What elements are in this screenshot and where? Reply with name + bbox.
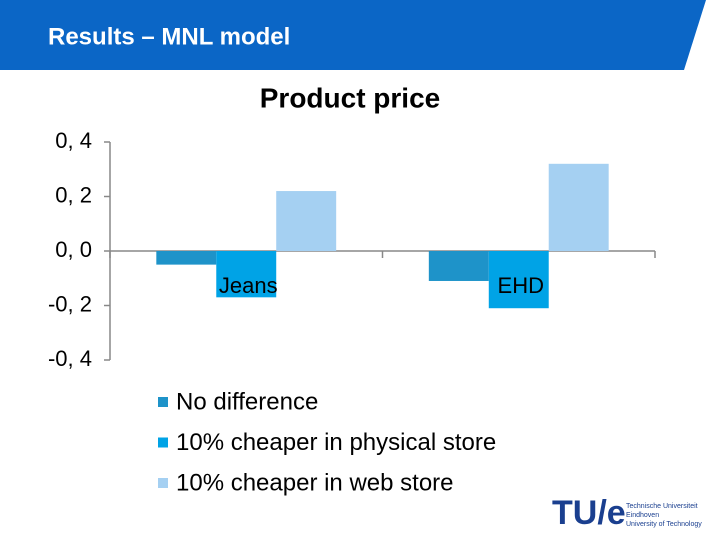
x-tick-label: Jeans <box>219 273 278 298</box>
bar <box>428 251 489 281</box>
bar <box>548 163 609 251</box>
bar <box>216 251 277 298</box>
bar <box>276 191 337 251</box>
legend-label: 10% cheaper in physical store <box>176 429 496 456</box>
logo-text: Eindhoven <box>626 512 659 519</box>
y-tick-label: -0, 4 <box>48 346 92 371</box>
x-tick-label: EHD <box>498 273 544 298</box>
slide-title: Results – MNL model <box>48 23 290 50</box>
logo-mark: TU/e <box>552 494 626 532</box>
logo-text: Technische Universiteit <box>626 503 698 510</box>
header-band <box>0 0 706 70</box>
logo-text: University of Technology <box>626 521 702 528</box>
y-tick-label: 0, 2 <box>55 182 92 207</box>
y-tick-label: 0, 0 <box>55 237 92 262</box>
legend-swatch <box>158 478 168 488</box>
legend-label: No difference <box>176 388 318 415</box>
chart-title: Product price <box>260 82 440 113</box>
bar <box>156 251 217 265</box>
y-tick-label: -0, 2 <box>48 291 92 316</box>
bar <box>488 251 549 309</box>
y-tick-label: 0, 4 <box>55 128 92 153</box>
legend-swatch <box>158 437 168 448</box>
legend-label: 10% cheaper in web store <box>176 469 454 496</box>
legend-swatch <box>158 397 168 407</box>
